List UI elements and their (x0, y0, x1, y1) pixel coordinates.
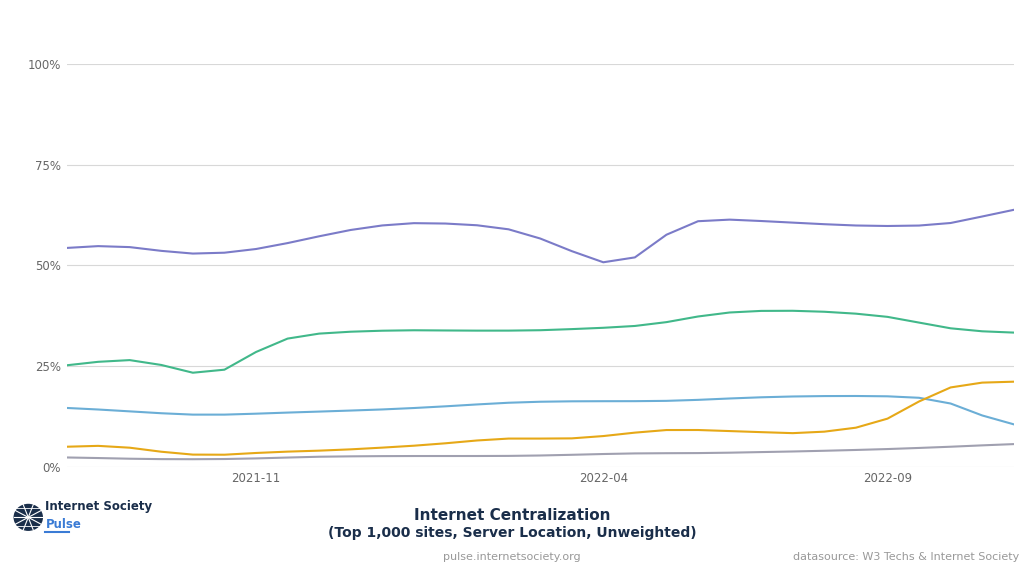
Text: pulse.internetsociety.org: pulse.internetsociety.org (443, 552, 581, 562)
Text: datasource: W3 Techs & Internet Society: datasource: W3 Techs & Internet Society (793, 552, 1019, 562)
Text: Internet Society: Internet Society (45, 499, 153, 513)
Text: (Top 1,000 sites, Server Location, Unweighted): (Top 1,000 sites, Server Location, Unwei… (328, 526, 696, 540)
Text: Internet Centralization: Internet Centralization (414, 508, 610, 523)
Circle shape (13, 504, 43, 531)
Legend: China, Germany, Ireland, Netherlands (the), United States of America (the): China, Germany, Ireland, Netherlands (th… (245, 0, 836, 3)
Text: Pulse: Pulse (45, 519, 81, 531)
